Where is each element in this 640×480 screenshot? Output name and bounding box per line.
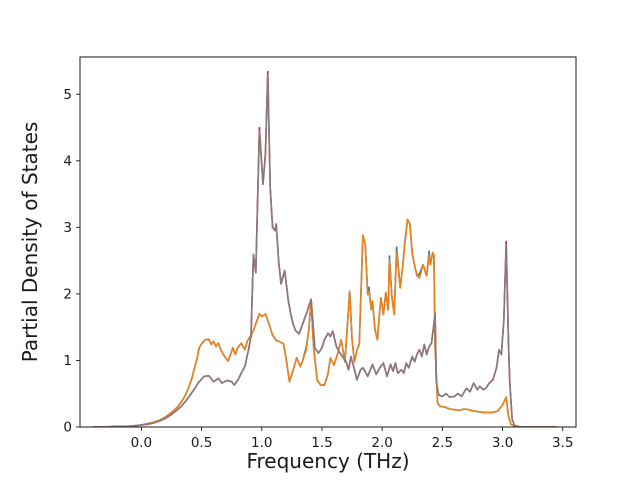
- y-tick-label: 0: [63, 420, 72, 436]
- x-tick-label: 0.5: [191, 435, 212, 451]
- y-tick-label: 4: [63, 154, 72, 170]
- axis-ticks: 0.0 0.5 1.0 1.5 2.0 2.5 3.0 3.5 0 1 2 3 4 5: [63, 87, 573, 451]
- x-axis-label: Frequency (THz): [246, 449, 409, 473]
- axes-frame: [79, 56, 577, 428]
- series-orange-line: [92, 218, 558, 427]
- y-tick-label: 3: [63, 220, 72, 236]
- x-tick-label: 2.0: [371, 435, 392, 451]
- series-gray-line: [92, 73, 558, 427]
- x-tick-label: 1.0: [251, 435, 272, 451]
- x-tick-label: 3.0: [492, 435, 513, 451]
- y-tick-label: 2: [63, 287, 72, 303]
- y-tick-label: 1: [63, 353, 72, 369]
- y-tick-label: 5: [63, 87, 72, 103]
- series-group: [92, 70, 558, 427]
- y-axis-label: Partial Density of States: [18, 122, 42, 363]
- x-tick-label: 3.5: [552, 435, 573, 451]
- x-tick-label: 2.5: [432, 435, 453, 451]
- x-tick-label: 1.5: [311, 435, 332, 451]
- plot-area: [80, 57, 576, 427]
- x-tick-label: 0.0: [131, 435, 152, 451]
